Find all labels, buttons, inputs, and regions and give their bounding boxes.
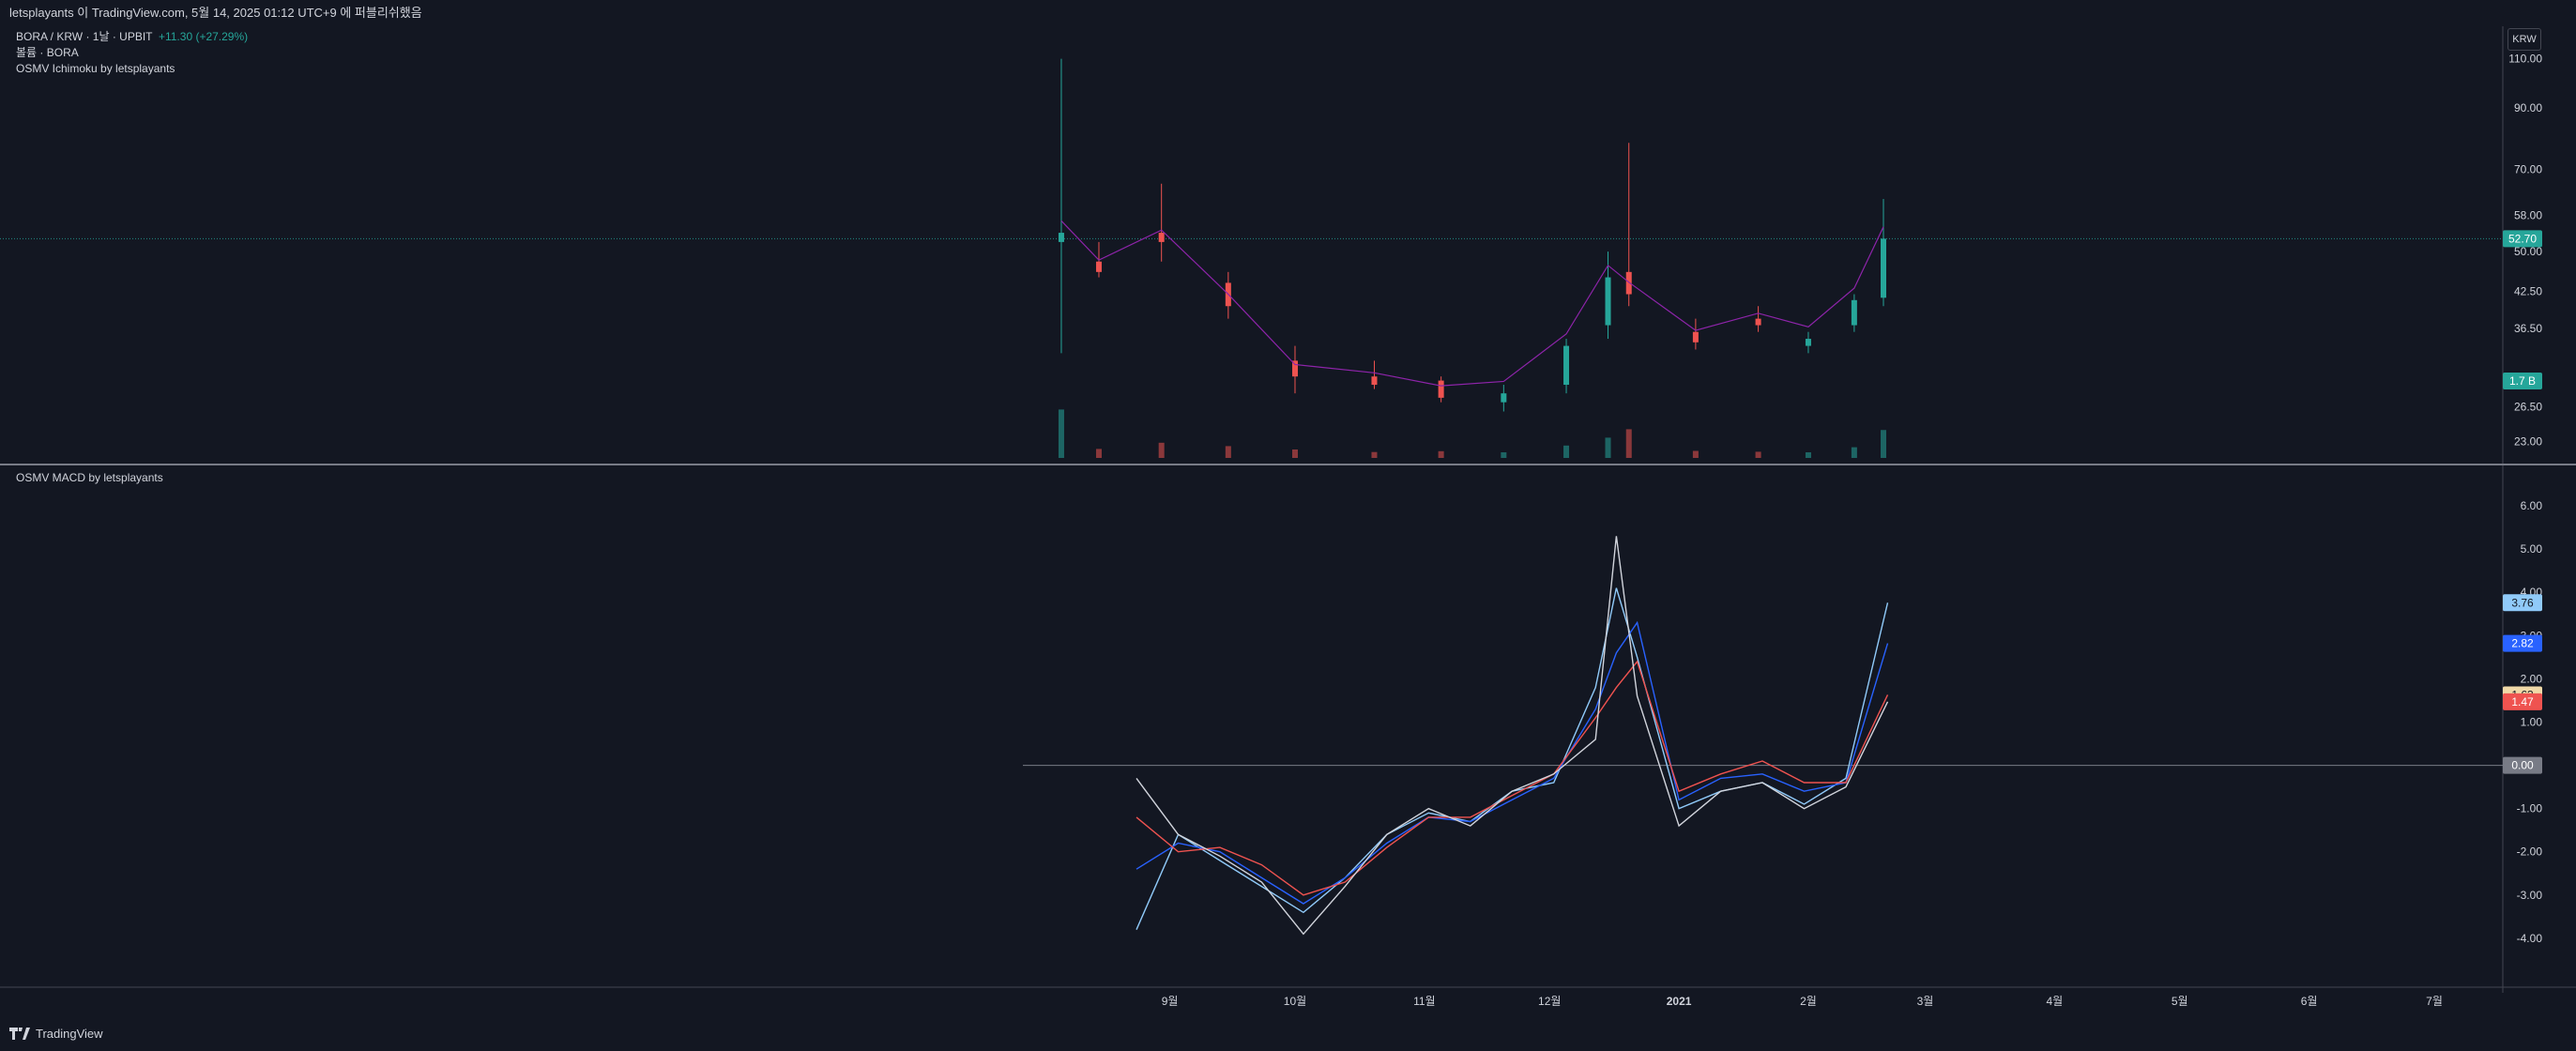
ichimoku-legend: OSMV Ichimoku by letsplayants — [16, 62, 175, 75]
candle-body[interactable] — [1692, 331, 1699, 343]
time-tick-label: 4월 — [2046, 995, 2063, 1008]
macd-value-label: 2.82 — [2511, 637, 2534, 650]
currency-button[interactable]: KRW — [2507, 28, 2541, 51]
price-tick-label: 23.00 — [2514, 434, 2542, 448]
candle-body[interactable] — [1058, 233, 1064, 242]
macd-series-line[interactable] — [1136, 587, 1889, 930]
candle-body[interactable] — [1563, 345, 1570, 386]
last-price-badge — [2503, 230, 2542, 248]
volume-bar — [1291, 449, 1298, 458]
price-tick-label: 58.00 — [2514, 208, 2542, 221]
macd-tick-label: 2.00 — [2521, 672, 2543, 685]
macd-legend: OSMV MACD by letsplayants — [16, 470, 163, 486]
time-tick-label: 6월 — [2301, 995, 2318, 1008]
candle-body[interactable] — [1881, 238, 1887, 298]
candle-body[interactable] — [1291, 360, 1298, 377]
candle-body[interactable] — [1095, 261, 1102, 272]
macd-tick-label: 6.00 — [2521, 499, 2543, 512]
ichimoku-line — [1060, 220, 1884, 387]
macd-tick-label: -1.00 — [2517, 802, 2543, 815]
candle-body[interactable] — [1625, 271, 1632, 295]
macd-tick-label: 5.00 — [2521, 542, 2543, 556]
price-tick-label: 110.00 — [2508, 53, 2542, 66]
candle-body[interactable] — [1851, 299, 1857, 326]
chart-frame[interactable]: 9월 10월 11월 12월 2021 2월 3월 4월 5월 6월 7월 110.00 90.00 70… — [0, 26, 2576, 1019]
time-tick-label: 7월 — [2426, 995, 2443, 1008]
tradingview-logo-icon — [9, 1028, 30, 1040]
macd-tick-label: 1.00 — [2521, 715, 2543, 728]
volume-bar — [1501, 452, 1507, 458]
volume-value: 1.7 B — [2509, 374, 2536, 388]
time-tick-label: 3월 — [1917, 995, 1934, 1008]
price-legend: BORA / KRW · 1날 · UPBIT +11.30 (+27.29%)… — [16, 29, 248, 77]
chart-canvas[interactable]: 9월 10월 11월 12월 2021 2월 3월 4월 5월 6월 7월 110.00 90.00 70… — [0, 26, 2576, 1019]
candle-body[interactable] — [1805, 339, 1811, 346]
publish-caption-bar: letsplayants 이 TradingView.com, 5월 14, 2… — [0, 0, 2576, 26]
time-tick-label: 5월 — [2172, 995, 2188, 1008]
macd-value-label: 3.76 — [2511, 596, 2534, 609]
macd-series-line[interactable] — [1136, 536, 1889, 936]
macd-pane[interactable] — [1023, 536, 2503, 936]
volume-bar — [1371, 451, 1378, 458]
volume-bar — [1438, 450, 1444, 458]
time-tick-label: 2021 — [1667, 995, 1692, 1008]
symbol-row: BORA / KRW · 1날 · UPBIT +11.30 (+27.29%) — [16, 29, 248, 45]
candle-body[interactable] — [1605, 277, 1611, 326]
price-tick-label: 42.50 — [2514, 284, 2542, 297]
volume-bar — [1805, 452, 1811, 458]
publish-caption: letsplayants 이 TradingView.com, 5월 14, 2… — [9, 6, 422, 20]
volume-bar — [1851, 447, 1857, 458]
volume-bar — [1058, 409, 1064, 458]
macd-tick-label: -2.00 — [2517, 845, 2543, 859]
volume-bar — [1158, 442, 1165, 458]
last-price-value: 52.70 — [2508, 232, 2537, 245]
price-pane[interactable] — [0, 58, 2503, 458]
price-tick-label: 50.00 — [2514, 245, 2542, 258]
macd-series-line[interactable] — [1136, 660, 1889, 896]
time-tick-label: 11월 — [1413, 995, 1436, 1008]
macd-value-badge — [2503, 756, 2542, 774]
price-change: +11.30 (+27.29%) — [158, 30, 249, 43]
time-tick-label: 10월 — [1284, 995, 1306, 1008]
candle-body[interactable] — [1755, 318, 1761, 326]
candle-body[interactable] — [1158, 233, 1165, 242]
candle-body[interactable] — [1438, 380, 1444, 398]
volume-bar — [1605, 437, 1611, 458]
volume-bar — [1692, 450, 1699, 458]
macd-title: OSMV MACD by letsplayants — [16, 471, 163, 484]
macd-tick-label: -4.00 — [2517, 932, 2543, 945]
price-tick-label: 26.50 — [2514, 401, 2542, 414]
volume-bar — [1625, 429, 1632, 458]
candle-body[interactable] — [1371, 376, 1378, 386]
macd-value-badge — [2503, 634, 2542, 652]
volume-legend: 볼륨 · BORA — [16, 46, 79, 59]
macd-value-badge — [2503, 693, 2542, 710]
candle-body[interactable] — [1501, 393, 1507, 403]
footer-brand: TradingView — [36, 1027, 103, 1041]
macd-value-label: 1.47 — [2511, 695, 2534, 708]
volume-bar — [1225, 446, 1231, 458]
time-tick-label: 12월 — [1538, 995, 1561, 1008]
axes: 9월 10월 11월 12월 2021 2월 3월 4월 5월 6월 7월 110.00 90.00 70… — [1162, 53, 2543, 1008]
macd-value-badge — [2503, 594, 2542, 612]
volume-bar — [1755, 451, 1761, 458]
macd-tick-label: -3.00 — [2517, 889, 2543, 902]
price-tick-label: 36.50 — [2514, 322, 2542, 335]
volume-bar — [1881, 430, 1887, 458]
price-tick-label: 70.00 — [2514, 162, 2542, 175]
volume-bar — [1563, 445, 1570, 458]
time-tick-label: 9월 — [1162, 995, 1179, 1008]
footer: TradingView — [0, 1019, 2576, 1051]
macd-value-label: 0.00 — [2511, 759, 2534, 772]
volume-badge — [2503, 373, 2542, 389]
price-tick-label: 90.00 — [2514, 101, 2542, 114]
time-tick-label: 2월 — [1800, 995, 1817, 1008]
symbol-title: BORA / KRW · 1날 · UPBIT — [16, 30, 153, 43]
volume-bar — [1095, 449, 1102, 458]
macd-series-line[interactable] — [1136, 620, 1889, 905]
